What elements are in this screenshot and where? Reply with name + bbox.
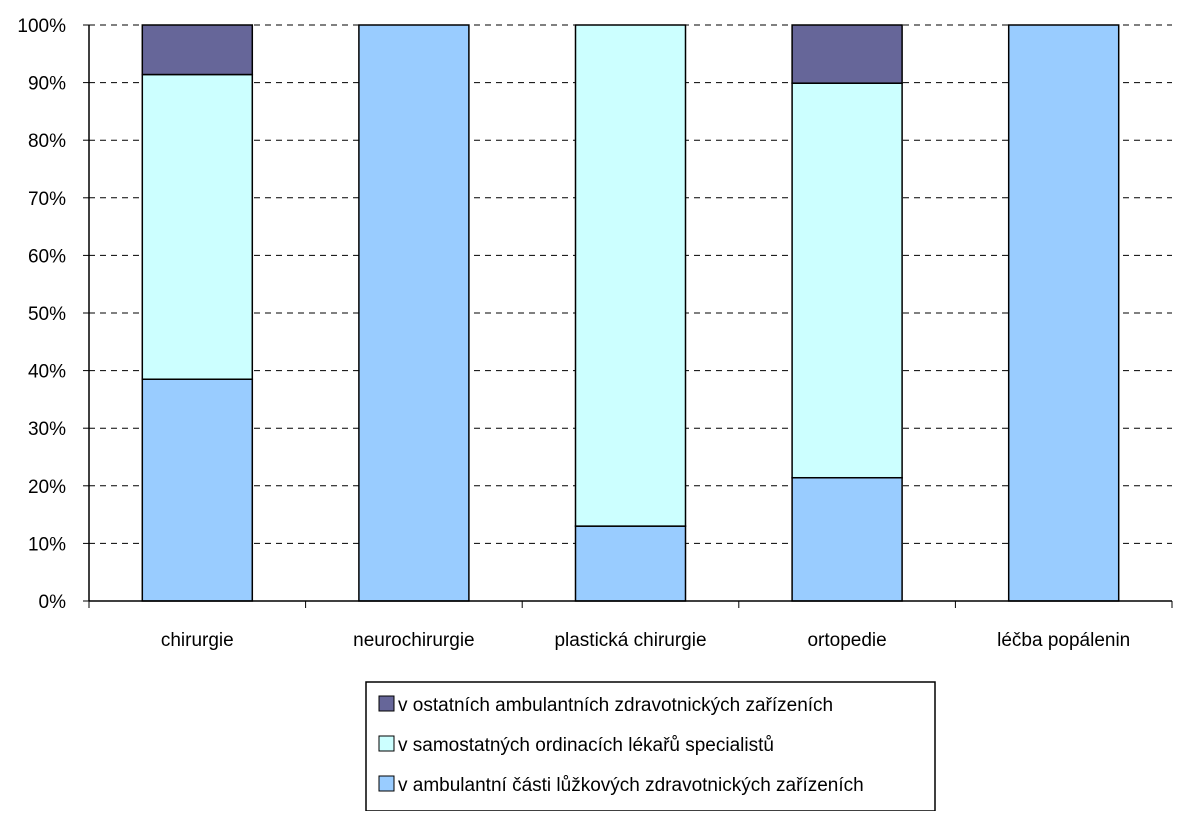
x-tick-label: léčba popálenin	[997, 630, 1130, 651]
y-tick-label: 0%	[39, 592, 67, 613]
bars	[141, 24, 1120, 602]
bar-segment	[791, 82, 903, 479]
y-tick-label: 50%	[28, 304, 66, 325]
bar-segment	[358, 24, 470, 602]
legend-swatch	[378, 695, 395, 712]
y-tick-label: 10%	[28, 534, 66, 555]
y-tick-label: 30%	[28, 419, 66, 440]
bar-segment	[141, 73, 254, 380]
y-tick-label: 100%	[17, 16, 66, 37]
legend-label: v ostatních ambulantních zdravotnických …	[398, 695, 833, 716]
x-tick-label: chirurgie	[161, 630, 234, 651]
bar-segment	[791, 24, 903, 84]
axes: 0% 10% 20% 30% 40% 50% 60% 70% 80% 90% 100% chirurg…	[17, 16, 1173, 651]
bar-segment	[1007, 24, 1120, 602]
bar-segment	[141, 378, 254, 602]
legend-swatch	[378, 735, 395, 752]
x-tick-label: plastická chirurgie	[554, 630, 706, 651]
x-tick-label: ortopedie	[807, 630, 886, 651]
legend-label: v ambulantní části lůžkových zdravotnick…	[398, 775, 864, 796]
y-tick-label: 60%	[28, 246, 66, 267]
legend-label: v samostatných ordinacích lékařů special…	[398, 735, 774, 756]
bar-segment	[574, 525, 687, 602]
y-tick-label: 40%	[28, 362, 66, 383]
y-tick-label: 20%	[28, 477, 66, 498]
y-tick-label: 80%	[28, 131, 66, 152]
legend-swatch	[378, 775, 395, 792]
bar-segment	[141, 24, 254, 76]
legend: v ostatních ambulantních zdravotnických …	[365, 681, 936, 812]
bar-segment	[791, 476, 903, 602]
bar-segment	[574, 24, 687, 527]
x-tick-label: neurochirurgie	[353, 630, 474, 651]
y-tick-label: 90%	[28, 74, 66, 95]
y-tick-label: 70%	[28, 189, 66, 210]
